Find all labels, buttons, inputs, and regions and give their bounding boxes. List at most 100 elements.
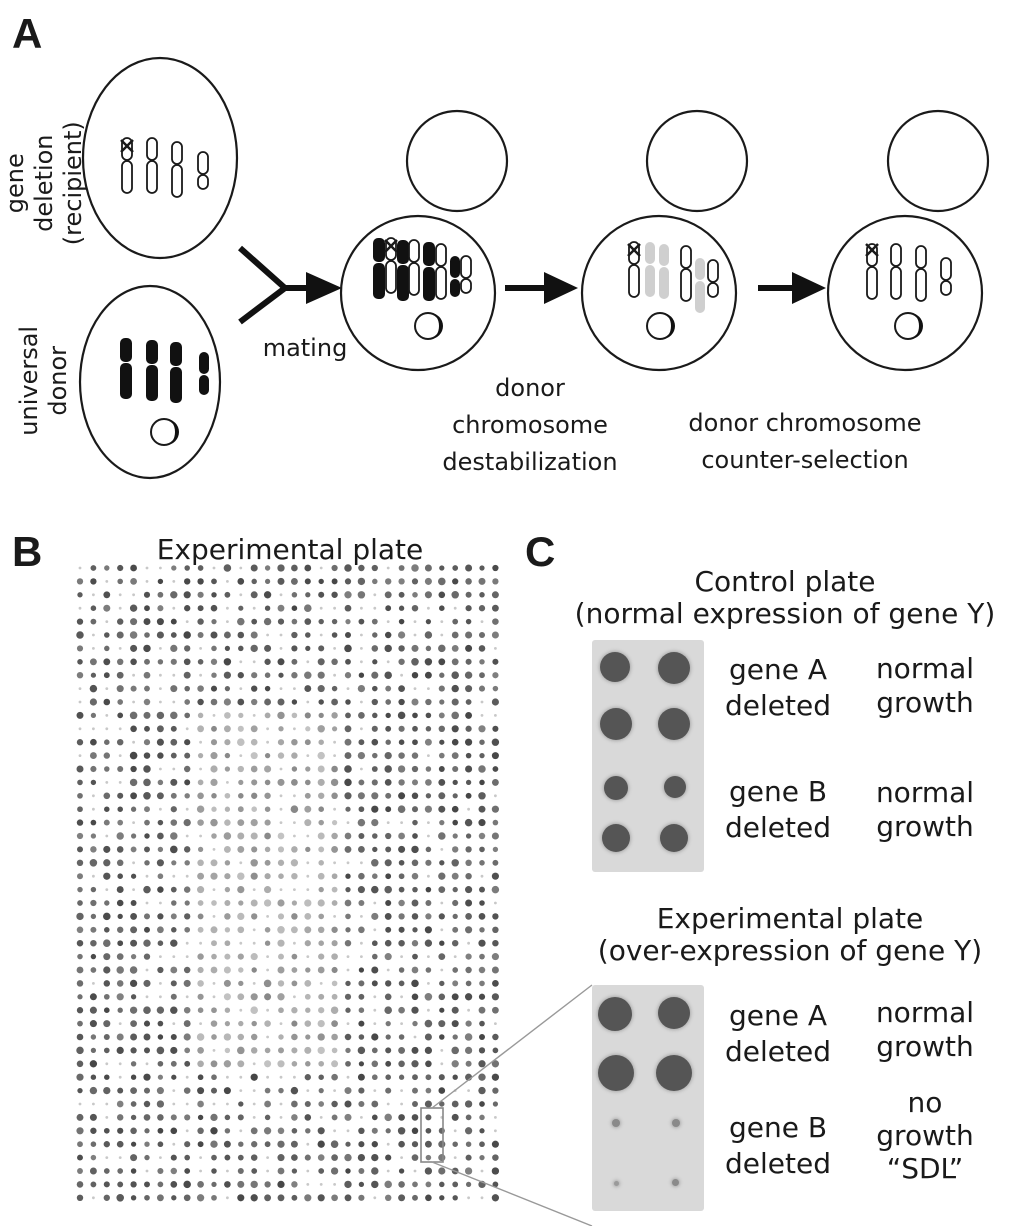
grid-colony (130, 618, 138, 626)
grid-colony (90, 1074, 97, 1080)
grid-colony (397, 711, 406, 720)
grid-colony (398, 591, 405, 598)
grid-colony (90, 672, 97, 678)
grid-colony (211, 725, 217, 732)
grid-colony (439, 605, 445, 611)
grid-colony (491, 778, 499, 786)
grid-colony (333, 673, 336, 677)
grid-colony (306, 754, 310, 757)
grid-colony (424, 738, 432, 746)
grid-colony (184, 1154, 191, 1161)
grid-colony (438, 644, 446, 653)
grid-colony (226, 606, 229, 610)
grid-colony (360, 1116, 363, 1119)
grid-colony (438, 778, 446, 786)
grid-colony (184, 1114, 191, 1121)
grid-colony (371, 912, 379, 920)
grid-colony (371, 805, 379, 813)
panel-a-letter: A (12, 10, 43, 57)
grid-colony (371, 859, 379, 867)
grid-colony (250, 899, 258, 907)
colony (598, 997, 632, 1031)
grid-colony (129, 979, 138, 988)
grid-colony (183, 886, 191, 893)
grid-colony (251, 685, 258, 692)
grid-colony (291, 592, 298, 598)
grid-colony (305, 846, 311, 853)
grid-colony (451, 1020, 459, 1028)
grid-colony (411, 671, 419, 679)
grid-colony (478, 939, 486, 947)
grid-colony (211, 900, 217, 906)
grid-colony (104, 1074, 110, 1080)
grid-colony (306, 955, 310, 958)
grid-colony (103, 845, 111, 853)
grid-colony (159, 767, 162, 771)
grid-colony (103, 1141, 110, 1148)
grid-colony (266, 1156, 269, 1159)
zoom-box (420, 1107, 444, 1163)
grid-colony (197, 618, 204, 625)
grid-colony (452, 980, 459, 987)
grid-colony (170, 1060, 177, 1067)
grid-colony (385, 1154, 392, 1161)
grid-colony (157, 819, 164, 826)
grid-colony (412, 592, 418, 598)
grid-colony (144, 725, 150, 732)
grid-colony (439, 980, 445, 987)
grid-colony (264, 565, 271, 571)
grid-colony (277, 832, 285, 840)
grid-colony (398, 886, 405, 893)
experimental-gene-b-label: gene B deleted (725, 1111, 831, 1181)
grid-colony (306, 1142, 310, 1146)
grid-colony (371, 671, 379, 679)
grid-colony (144, 1194, 150, 1201)
grid-colony (103, 1181, 110, 1188)
grid-colony (238, 779, 244, 786)
grid-colony (224, 1047, 231, 1054)
grid-colony (464, 1100, 473, 1108)
grid-colony (278, 1034, 284, 1040)
grid-colony (77, 846, 83, 853)
grid-colony (211, 1194, 217, 1201)
grid-colony (400, 1022, 403, 1025)
grid-colony (118, 1062, 122, 1066)
grid-colony (116, 966, 124, 974)
grid-colony (398, 980, 405, 987)
grid-colony (90, 578, 97, 585)
grid-colony (237, 672, 244, 679)
grid-colony (278, 873, 284, 880)
grid-colony (185, 620, 189, 623)
grid-colony (319, 606, 323, 610)
grid-colony (77, 1168, 83, 1174)
grid-colony (291, 672, 298, 679)
grid-colony (250, 644, 258, 653)
grid-colony (451, 1060, 459, 1068)
grid-colony (130, 1127, 137, 1135)
grid-colony (130, 1033, 138, 1041)
colony (658, 997, 690, 1029)
grid-colony (264, 779, 271, 786)
grid-colony (77, 806, 83, 813)
grid-colony (398, 1140, 405, 1148)
grid-colony (438, 805, 446, 813)
grid-colony (331, 765, 338, 773)
grid-colony (210, 1020, 218, 1027)
grid-colony (492, 672, 499, 679)
grid-colony (251, 698, 258, 706)
grid-colony (237, 993, 245, 1001)
grid-colony (492, 766, 499, 772)
grid-colony (90, 953, 97, 960)
grid-colony (159, 901, 162, 905)
grid-colony (439, 940, 445, 946)
grid-colony (264, 846, 271, 853)
grid-colony (264, 765, 272, 773)
grid-colony (411, 979, 419, 988)
grid-colony (425, 1154, 432, 1161)
grid-colony (184, 1047, 191, 1054)
grid-colony (264, 1020, 271, 1027)
grid-colony (170, 832, 178, 840)
grid-colony (76, 711, 84, 719)
grid-colony (346, 1075, 350, 1079)
grid-colony (438, 913, 445, 920)
